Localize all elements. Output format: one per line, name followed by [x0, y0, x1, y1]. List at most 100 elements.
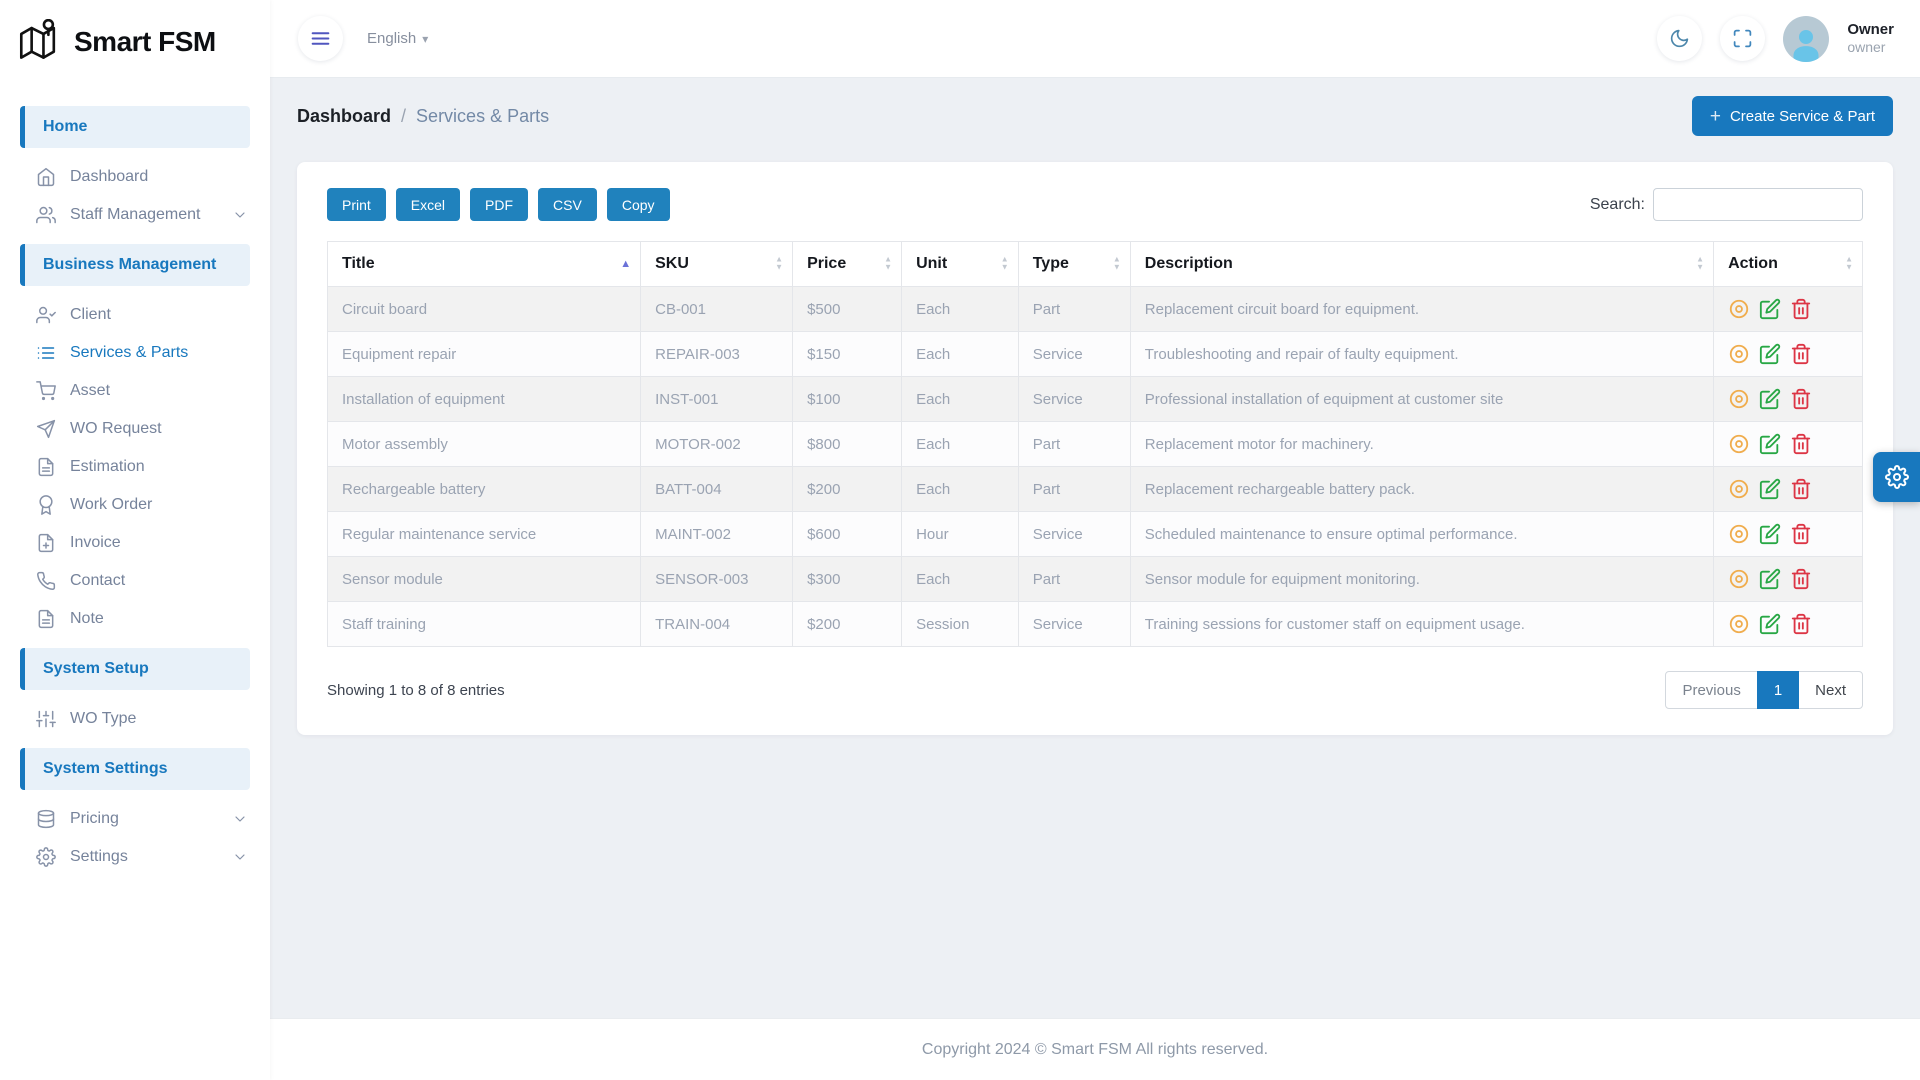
delete-icon[interactable] [1790, 478, 1812, 500]
column-header-sku[interactable]: SKU ▲ ▼ [640, 241, 794, 287]
sidebar-item-home[interactable]: Home [20, 106, 250, 148]
fullscreen-button[interactable] [1720, 16, 1766, 61]
sidebar-item-wo-type[interactable]: WO Type [0, 700, 270, 738]
avatar[interactable] [1783, 15, 1830, 62]
edit-icon[interactable] [1759, 388, 1781, 410]
breadcrumb-dashboard[interactable]: Dashboard [297, 105, 392, 126]
services-parts-table: Title ▲ SKU ▲ ▼ Price ▲ ▼ [326, 241, 1863, 647]
view-icon[interactable] [1728, 523, 1750, 545]
pagination-previous-button[interactable]: Previous [1665, 671, 1758, 709]
delete-icon[interactable] [1790, 523, 1812, 545]
view-icon[interactable] [1728, 298, 1750, 320]
create-service-part-button[interactable]: + Create Service & Part [1691, 96, 1893, 136]
list-icon [36, 343, 56, 363]
table-row: Equipment repair REPAIR-003 $150 Each Se… [326, 331, 1863, 377]
column-header-unit[interactable]: Unit ▲ ▼ [901, 241, 1019, 287]
view-icon[interactable] [1728, 343, 1750, 365]
sidebar-item-staff-management[interactable]: Staff Management [0, 196, 270, 234]
sidebar-item-invoice[interactable]: Invoice [0, 524, 270, 562]
search-input[interactable] [1653, 188, 1863, 221]
edit-icon[interactable] [1759, 433, 1781, 455]
cell-price: $800 [792, 421, 903, 467]
cell-description: Replacement motor for machinery. [1129, 421, 1715, 467]
cell-unit: Each [901, 421, 1019, 467]
delete-icon[interactable] [1790, 388, 1812, 410]
view-icon[interactable] [1728, 478, 1750, 500]
language-dropdown[interactable]: English ▾ [367, 30, 429, 47]
pagination-next-button[interactable]: Next [1798, 671, 1863, 709]
sidebar-item-contact[interactable]: Contact [0, 562, 270, 600]
delete-icon[interactable] [1790, 613, 1812, 635]
plus-icon: + [1709, 105, 1721, 127]
floating-settings-button[interactable] [1873, 452, 1920, 502]
sidebar-item-services-parts[interactable]: Services & Parts [0, 334, 270, 372]
edit-icon[interactable] [1759, 478, 1781, 500]
shopping-cart-icon [36, 381, 56, 401]
delete-icon[interactable] [1790, 433, 1812, 455]
column-header-price[interactable]: Price ▲ ▼ [792, 241, 903, 287]
excel-button[interactable]: Excel [395, 188, 461, 221]
view-icon[interactable] [1728, 388, 1750, 410]
sliders-icon [36, 709, 56, 729]
phone-icon [36, 571, 56, 591]
chevron-down-icon [232, 811, 248, 827]
home-icon [36, 167, 56, 187]
cell-price: $200 [792, 601, 903, 647]
pdf-button[interactable]: PDF [470, 188, 529, 221]
sidebar-item-work-order[interactable]: Work Order [0, 486, 270, 524]
column-header-type[interactable]: Type ▲ ▼ [1017, 241, 1131, 287]
sidebar-item-settings[interactable]: Settings [0, 838, 270, 876]
hamburger-menu-icon [310, 28, 331, 49]
sidebar-item-wo-request[interactable]: WO Request [0, 410, 270, 448]
delete-icon[interactable] [1790, 568, 1812, 590]
footer: Copyright 2024 © Smart FSM All rights re… [270, 1018, 1920, 1080]
edit-icon[interactable] [1759, 613, 1781, 635]
copy-button[interactable]: Copy [606, 188, 670, 221]
chevron-down-icon [232, 849, 248, 865]
gear-icon [1885, 465, 1909, 489]
sidebar-item-dashboard[interactable]: Dashboard [0, 158, 270, 196]
app-logo: Smart FSM [0, 0, 270, 80]
cell-description: Replacement rechargeable battery pack. [1129, 466, 1715, 512]
cell-title: Rechargeable battery [326, 466, 642, 512]
csv-button[interactable]: CSV [538, 188, 597, 221]
dark-mode-button[interactable] [1657, 16, 1703, 61]
edit-icon[interactable] [1759, 298, 1781, 320]
cell-price: $100 [792, 376, 903, 422]
cell-sku: SENSOR-003 [640, 556, 794, 602]
view-icon[interactable] [1728, 568, 1750, 590]
sidebar-item-note[interactable]: Note [0, 600, 270, 638]
pagination-page-1-button[interactable]: 1 [1756, 671, 1800, 709]
print-button[interactable]: Print [327, 188, 386, 221]
user-block[interactable]: Owner owner [1847, 21, 1894, 56]
cell-title: Sensor module [326, 556, 642, 602]
cell-price: $500 [792, 286, 903, 332]
sidebar-item-estimation[interactable]: Estimation [0, 448, 270, 486]
edit-icon[interactable] [1759, 568, 1781, 590]
cell-unit: Each [901, 286, 1019, 332]
view-icon[interactable] [1728, 433, 1750, 455]
cell-type: Part [1017, 556, 1131, 602]
sidebar-section-business-management: Business Management [20, 244, 250, 286]
users-icon [36, 205, 56, 225]
edit-icon[interactable] [1759, 343, 1781, 365]
view-icon[interactable] [1728, 613, 1750, 635]
column-header-action[interactable]: Action ▲ ▼ [1713, 241, 1863, 287]
delete-icon[interactable] [1790, 298, 1812, 320]
cell-action [1713, 466, 1863, 512]
sidebar-item-pricing[interactable]: Pricing [0, 800, 270, 838]
edit-icon[interactable] [1759, 523, 1781, 545]
sidebar-toggle-button[interactable] [298, 16, 343, 61]
sidebar-item-asset[interactable]: Asset [0, 372, 270, 410]
cell-type: Service [1017, 511, 1131, 557]
column-header-description[interactable]: Description ▲ ▼ [1129, 241, 1715, 287]
cell-sku: MAINT-002 [640, 511, 794, 557]
chevron-down-icon [232, 207, 248, 223]
cell-unit: Each [901, 466, 1019, 512]
sidebar-item-client[interactable]: Client [0, 296, 270, 334]
sort-icons: ▲ ▼ [1845, 254, 1853, 272]
delete-icon[interactable] [1790, 343, 1812, 365]
column-header-title[interactable]: Title ▲ [326, 241, 642, 287]
sort-icons: ▲ ▼ [775, 254, 784, 272]
